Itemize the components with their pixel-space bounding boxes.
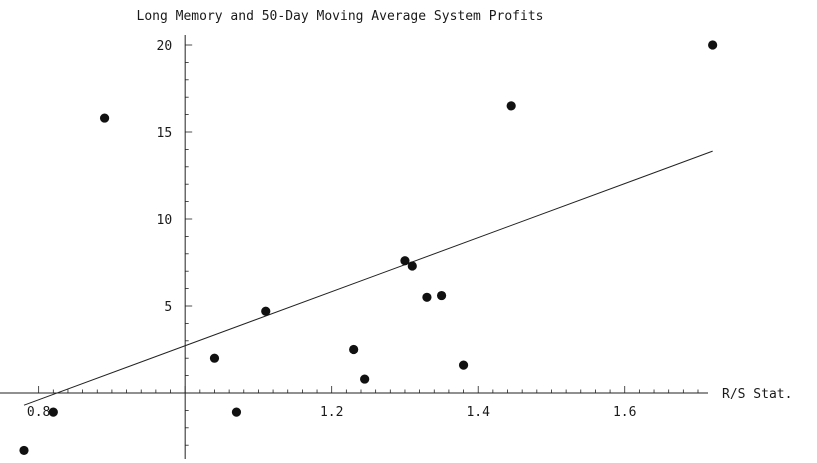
data-point <box>99 113 110 123</box>
x-tick-label: 1.4 <box>466 405 490 420</box>
y-tick-label: 5 <box>164 300 172 315</box>
data-point <box>458 360 469 370</box>
x-tick-label: 1.6 <box>613 405 636 420</box>
data-point <box>708 40 718 50</box>
data-point <box>19 445 29 456</box>
axes <box>0 35 708 459</box>
data-point <box>349 344 359 355</box>
x-tick-label: 1.2 <box>320 405 343 420</box>
y-tick-label: 15 <box>157 126 173 141</box>
y-tick-label: 10 <box>157 213 173 228</box>
x-tick-labels: 0.8 1.2 1.4 1.6 <box>27 405 637 420</box>
data-point <box>506 101 516 111</box>
data-point <box>407 261 417 271</box>
data-point <box>360 374 370 384</box>
data-point <box>422 292 432 302</box>
data-point <box>261 306 271 316</box>
x-axis-label: R/S Stat. <box>722 387 792 402</box>
data-point <box>436 290 447 301</box>
data-point <box>209 353 220 363</box>
data-point <box>231 407 242 417</box>
data-point <box>48 407 58 417</box>
chart-title: Long Memory and 50-Day Moving Average Sy… <box>137 9 544 24</box>
y-tick-labels: 5 10 15 20 <box>157 39 173 315</box>
x-tick-label: 0.8 <box>27 405 50 420</box>
data-point <box>400 256 410 266</box>
y-tick-label: 20 <box>157 39 173 54</box>
data-points <box>19 40 718 456</box>
regression-line <box>23 150 713 406</box>
